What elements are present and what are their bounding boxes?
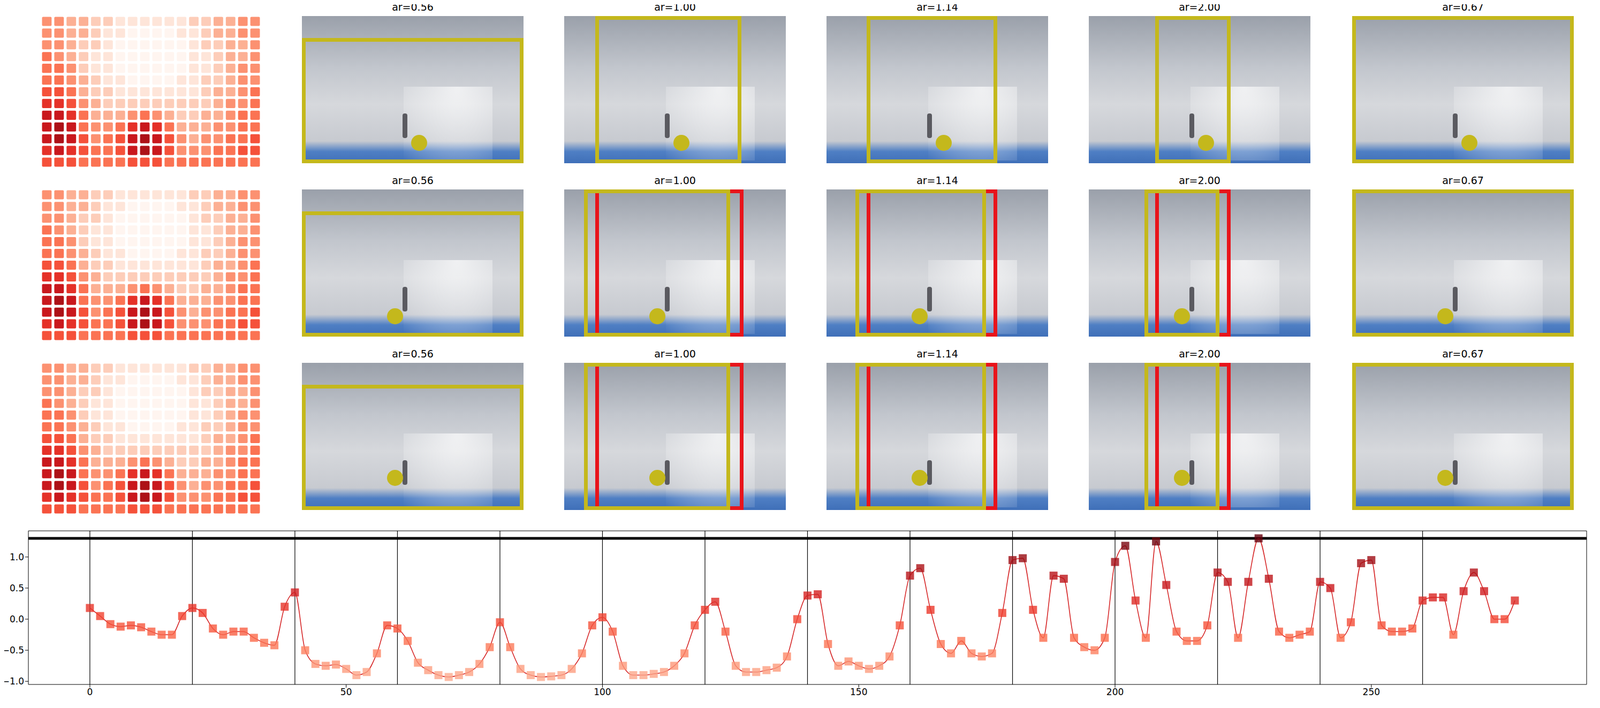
html-text:ar=1.14: ar=1.14 <box>916 347 959 360</box>
html-text:ar=0.56: ar=0.56 <box>391 174 434 187</box>
html-text:ar=0.67: ar=0.67 <box>1442 174 1484 187</box>
svg-text:−0.5: −0.5 <box>4 645 25 656</box>
html-text:ar=0.56: ar=0.56 <box>391 347 434 360</box>
html-text:ar=2.00: ar=2.00 <box>1178 174 1221 187</box>
html-text:ar=2.00: ar=2.00 <box>1178 347 1221 360</box>
svg-text:100: 100 <box>593 686 611 698</box>
svg-text:−1.0: −1.0 <box>4 676 25 687</box>
svg-text:0.0: 0.0 <box>9 613 25 625</box>
html-text:ar=1.00: ar=1.00 <box>654 174 696 187</box>
html-text:ar=0.67: ar=0.67 <box>1442 347 1484 360</box>
svg-text:150: 150 <box>850 686 868 698</box>
svg-text:200: 200 <box>1106 686 1124 698</box>
html-text:ar=1.14: ar=1.14 <box>916 174 959 187</box>
svg-text:50: 50 <box>340 686 353 698</box>
html-text:ar=1.00: ar=1.00 <box>654 347 696 360</box>
svg-text:1.0: 1.0 <box>9 551 25 563</box>
svg-text:0.5: 0.5 <box>9 582 25 594</box>
svg-text:250: 250 <box>1362 686 1380 698</box>
svg-text:0: 0 <box>86 686 93 698</box>
